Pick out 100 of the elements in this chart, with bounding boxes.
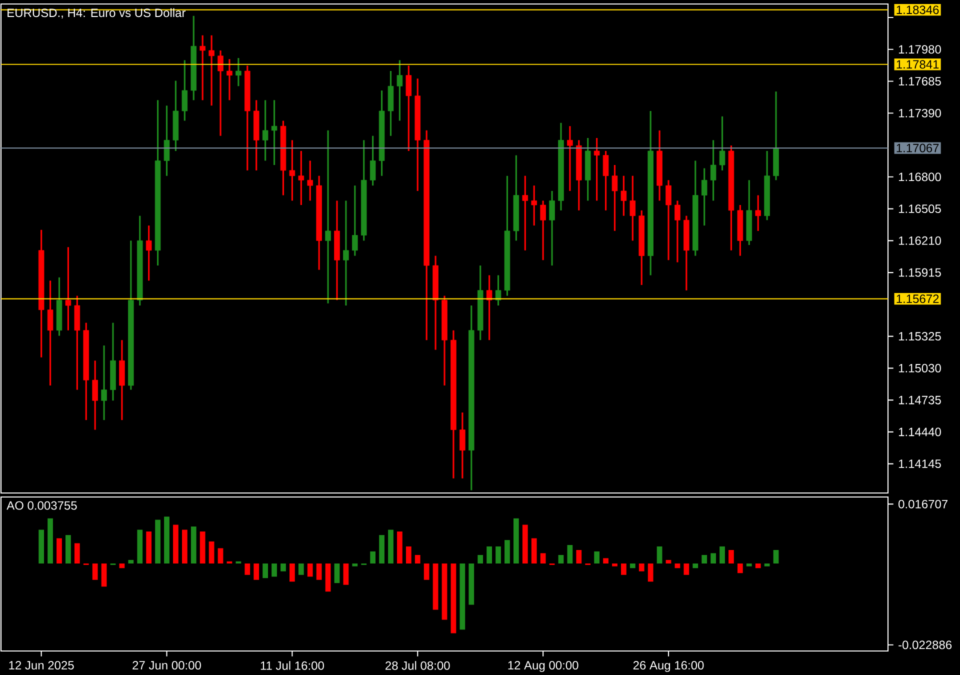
candlestick bbox=[101, 344, 107, 421]
bar bbox=[236, 561, 242, 564]
y-tick-label: 1.14440 bbox=[898, 428, 941, 436]
bar bbox=[397, 532, 402, 564]
candlestick bbox=[352, 184, 358, 257]
bar bbox=[370, 551, 376, 564]
candlestick bbox=[620, 175, 627, 217]
candlestick bbox=[396, 59, 403, 122]
x-tick-label: 12 Aug 00:00 bbox=[508, 661, 578, 672]
candlestick bbox=[208, 34, 214, 106]
bar bbox=[755, 564, 761, 568]
candlestick bbox=[262, 99, 268, 162]
bar bbox=[674, 564, 680, 568]
bar bbox=[432, 564, 438, 610]
candlestick bbox=[218, 50, 224, 137]
bar bbox=[101, 564, 107, 587]
y-tick-label: 1.15325 bbox=[898, 332, 941, 341]
bar bbox=[486, 546, 492, 564]
ref-line-label: 1.17067 bbox=[896, 144, 939, 152]
bar bbox=[316, 564, 322, 580]
candlestick bbox=[164, 104, 170, 177]
bar bbox=[442, 564, 448, 620]
y-tick-label: 1.17980 bbox=[898, 45, 941, 54]
bar bbox=[182, 530, 188, 564]
bar bbox=[218, 548, 224, 564]
chart-title: EURUSD., H4: Euro vs US Dollar bbox=[8, 8, 186, 18]
bar bbox=[773, 550, 779, 564]
candlestick bbox=[370, 135, 376, 186]
ref-line-label: 1.17841 bbox=[896, 60, 939, 69]
x-tick-label: 28 Jul 08:00 bbox=[386, 661, 450, 670]
bar bbox=[280, 564, 286, 572]
candlestick bbox=[325, 130, 331, 304]
candlestick bbox=[289, 139, 296, 202]
bar bbox=[38, 530, 44, 564]
bar bbox=[66, 535, 71, 564]
y-tick-label: 1.15915 bbox=[898, 268, 941, 277]
bar bbox=[343, 564, 349, 585]
candlestick bbox=[460, 412, 466, 480]
y-tick-label: 0.016707 bbox=[898, 500, 948, 508]
candlestick bbox=[602, 150, 609, 212]
candlestick bbox=[612, 164, 618, 232]
bar bbox=[424, 564, 430, 580]
candlestick bbox=[200, 34, 206, 101]
y-tick-label: 1.14735 bbox=[898, 396, 941, 404]
y-tick-label: 1.15030 bbox=[898, 364, 941, 372]
bar bbox=[728, 550, 734, 564]
bar bbox=[504, 540, 510, 564]
bar bbox=[119, 564, 125, 568]
candlestick bbox=[406, 64, 412, 152]
candlestick bbox=[298, 150, 304, 206]
candlestick bbox=[540, 200, 546, 261]
bar bbox=[567, 545, 573, 564]
bar bbox=[290, 564, 295, 582]
ref-line-label: 1.18346 bbox=[896, 6, 939, 14]
bar bbox=[334, 564, 340, 584]
candlestick bbox=[495, 274, 502, 306]
bar bbox=[200, 532, 206, 564]
candlestick bbox=[531, 184, 537, 226]
y-tick-label: 1.16800 bbox=[898, 172, 941, 182]
bar bbox=[576, 550, 582, 564]
chart-title: AO 0.003755 bbox=[6, 501, 77, 510]
bar bbox=[298, 564, 304, 575]
bar bbox=[540, 553, 546, 564]
bar bbox=[746, 564, 752, 566]
y-tick-label: 1.16505 bbox=[898, 204, 941, 214]
bar bbox=[638, 564, 644, 572]
bar bbox=[173, 524, 178, 564]
x-tick-label: 11 Jul 16:00 bbox=[260, 661, 324, 670]
bar bbox=[764, 564, 770, 566]
bar bbox=[558, 554, 564, 564]
bar bbox=[379, 535, 384, 564]
bar bbox=[352, 564, 358, 566]
candlestick bbox=[666, 179, 672, 261]
bar bbox=[244, 564, 250, 575]
candlestick bbox=[236, 57, 242, 87]
candlestick bbox=[674, 200, 680, 264]
bar bbox=[262, 564, 268, 578]
bar bbox=[710, 553, 716, 564]
bar bbox=[594, 551, 600, 564]
bar bbox=[656, 546, 662, 564]
bar bbox=[531, 538, 537, 564]
x-tick-label: 12 Jun 2025 bbox=[9, 661, 74, 670]
bar bbox=[513, 518, 519, 564]
bar bbox=[702, 554, 708, 564]
bar bbox=[137, 530, 143, 564]
candlestick bbox=[182, 59, 188, 122]
candlestick bbox=[486, 274, 492, 341]
candlestick bbox=[755, 194, 761, 232]
bar bbox=[414, 554, 420, 564]
candlestick bbox=[271, 99, 278, 166]
bar bbox=[684, 564, 690, 575]
bar bbox=[406, 546, 412, 564]
candlestick bbox=[630, 175, 636, 242]
bar bbox=[254, 564, 260, 580]
bar bbox=[603, 558, 608, 564]
bar bbox=[208, 541, 214, 564]
bar bbox=[522, 524, 528, 564]
y-tick-label: 1.16210 bbox=[898, 236, 941, 245]
bar bbox=[325, 564, 331, 592]
y-tick-label: 1.14145 bbox=[898, 460, 941, 468]
